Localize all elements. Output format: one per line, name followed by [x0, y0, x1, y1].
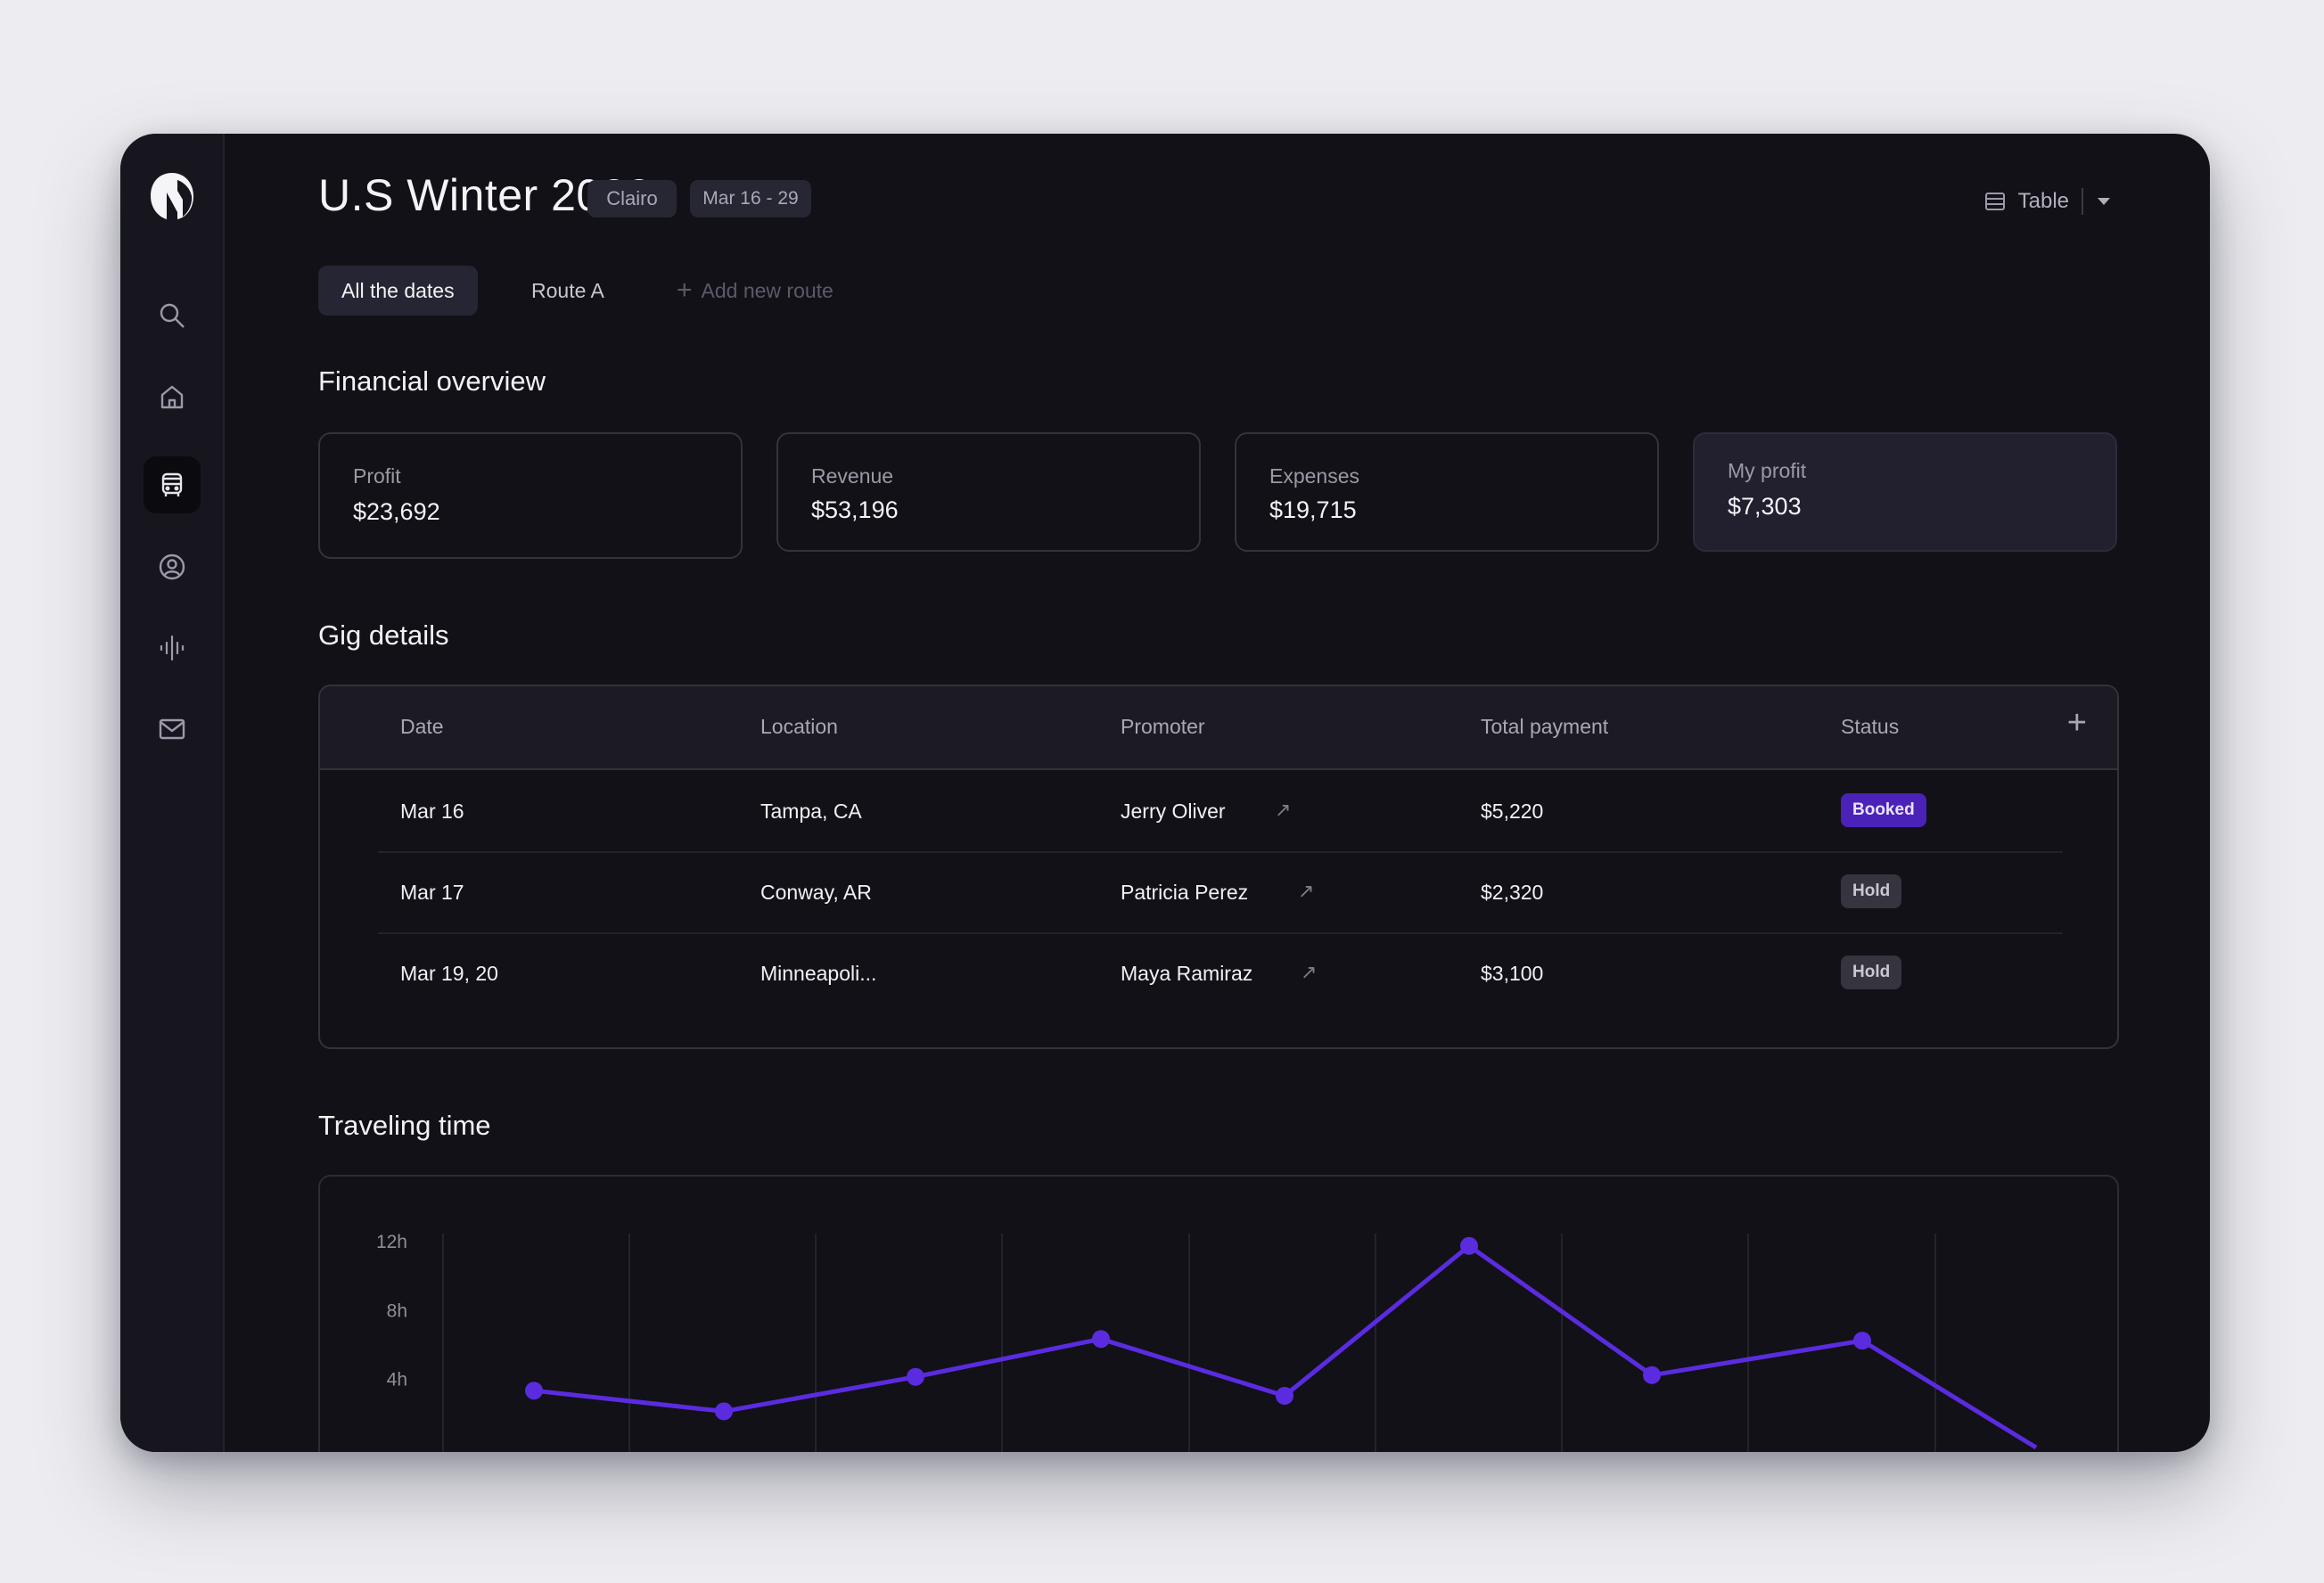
status-badge: Hold [1841, 956, 1902, 989]
data-point[interactable] [715, 1402, 733, 1421]
cell-promoter: Patricia Perez [1121, 881, 1249, 904]
column-header-location[interactable]: Location [760, 715, 838, 738]
gig-table: Date Location Promoter Total payment Sta… [318, 685, 2119, 1049]
series-line [533, 1243, 2038, 1450]
bus-icon[interactable] [144, 456, 201, 513]
cell-location: Minneapoli... [760, 962, 877, 985]
financial-overview-title: Financial overview [318, 365, 546, 397]
traveling-time-title: Traveling time [318, 1110, 491, 1141]
arrow-up-right-icon[interactable]: ↗ [1301, 961, 1318, 983]
sidebar [120, 134, 225, 1452]
cell-promoter: Jerry Oliver [1121, 800, 1226, 823]
column-header-promoter[interactable]: Promoter [1121, 715, 1205, 738]
my-profit-card: My profit $7,303 [1693, 432, 2117, 552]
data-point[interactable] [1276, 1387, 1293, 1405]
arrow-up-right-icon[interactable]: ↗ [1275, 799, 1292, 821]
app-window: U.S Winter 2023 Clairo Mar 16 - 29 Table… [120, 134, 2210, 1452]
cell-location: Tampa, CA [760, 800, 862, 823]
audio-wave-icon[interactable] [144, 619, 201, 677]
my-profit-value: $7,303 [1728, 493, 1802, 520]
cell-payment: $3,100 [1481, 962, 1544, 985]
add-column-button[interactable]: + [2066, 704, 2087, 742]
table-row[interactable]: Mar 19, 20 Minneapoli... Maya Ramiraz ↗ … [378, 934, 2063, 1015]
table-row[interactable]: Mar 17 Conway, AR Patricia Perez ↗ $2,32… [378, 853, 2063, 934]
cell-date: Mar 17 [400, 881, 464, 904]
revenue-label: Revenue [811, 464, 894, 488]
profit-label: Profit [353, 464, 401, 488]
y-tick-label: 4h [387, 1370, 407, 1390]
date-range-tag[interactable]: Mar 16 - 29 [690, 180, 811, 217]
y-tick-label: 8h [387, 1300, 407, 1321]
column-header-status[interactable]: Status [1841, 715, 1900, 738]
data-point[interactable] [525, 1382, 543, 1400]
column-header-total-payment[interactable]: Total payment [1481, 715, 1609, 738]
gig-details-title: Gig details [318, 619, 449, 651]
revenue-value: $53,196 [811, 496, 899, 523]
table-header: Date Location Promoter Total payment Sta… [320, 686, 2117, 770]
tab-route-a[interactable]: Route A [531, 278, 604, 302]
view-switch-label: Table [2017, 189, 2069, 213]
table-row[interactable]: Mar 16 Tampa, CA Jerry Oliver ↗ $5,220 B… [378, 772, 2063, 853]
data-point[interactable] [1092, 1330, 1110, 1349]
home-icon[interactable] [144, 368, 201, 425]
traveling-time-chart: 12h 8h 4h [318, 1175, 2119, 1452]
cell-promoter: Maya Ramiraz [1121, 962, 1253, 985]
cell-date: Mar 16 [400, 800, 464, 823]
add-route-label: Add new route [701, 278, 834, 302]
view-switch[interactable]: Table [1984, 185, 2112, 217]
cell-date: Mar 19, 20 [400, 962, 498, 985]
cell-payment: $2,320 [1481, 881, 1544, 904]
expenses-card: Expenses $19,715 [1235, 432, 1659, 552]
artist-tag[interactable]: Clairo [587, 180, 677, 217]
y-tick-label: 12h [376, 1232, 407, 1252]
user-circle-icon[interactable] [144, 538, 201, 595]
my-profit-label: My profit [1728, 459, 1807, 482]
plus-icon: + [677, 275, 693, 305]
search-icon[interactable] [144, 287, 201, 344]
cell-location: Conway, AR [760, 881, 872, 904]
profit-value: $23,692 [353, 498, 440, 525]
cell-payment: $5,220 [1481, 800, 1544, 823]
tab-all-dates[interactable]: All the dates [318, 266, 478, 316]
status-badge: Hold [1841, 874, 1902, 908]
expenses-label: Expenses [1269, 464, 1360, 488]
data-point[interactable] [1460, 1236, 1478, 1255]
data-point[interactable] [1643, 1366, 1661, 1384]
profit-card: Profit $23,692 [318, 432, 743, 559]
chart-canvas: 12h 8h 4h [376, 1232, 2038, 1452]
main-content: U.S Winter 2023 Clairo Mar 16 - 29 Table… [225, 134, 2210, 1452]
data-point[interactable] [1853, 1332, 1871, 1350]
add-route-button[interactable]: + Add new route [677, 266, 857, 316]
mail-icon[interactable] [144, 701, 201, 758]
status-badge: Booked [1841, 793, 1926, 827]
caret-down-icon[interactable] [2096, 196, 2112, 207]
revenue-card: Revenue $53,196 [776, 432, 1201, 552]
column-header-date[interactable]: Date [400, 715, 444, 738]
expenses-value: $19,715 [1269, 496, 1357, 523]
view-switch-divider [2082, 188, 2083, 215]
data-point[interactable] [907, 1367, 924, 1386]
arrow-up-right-icon[interactable]: ↗ [1298, 880, 1315, 902]
table-icon [1984, 193, 2005, 210]
logo-icon[interactable] [147, 168, 197, 225]
